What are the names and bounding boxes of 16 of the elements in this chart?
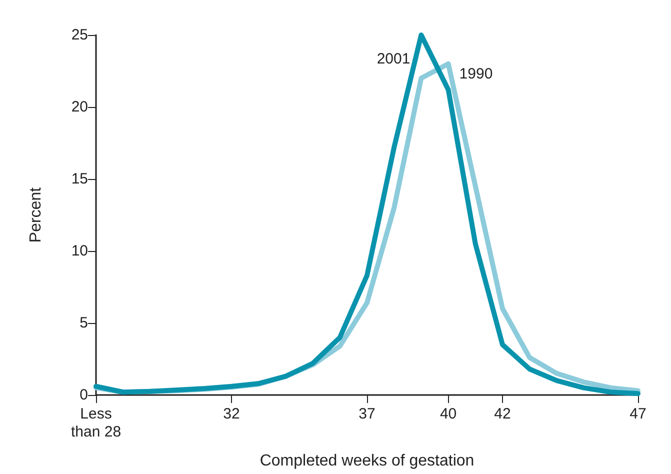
x-tick-label: 40 <box>440 406 457 422</box>
series-label: 1990 <box>459 65 493 82</box>
y-axis-title: Percent <box>28 186 44 243</box>
y-tick-label: 15 <box>71 170 88 188</box>
x-tick-label: 32 <box>223 406 240 422</box>
x-tick-label: 37 <box>358 406 376 422</box>
x-tick-label: Less than 28 <box>70 406 122 440</box>
series-label: 2001 <box>376 50 410 68</box>
x-axis-title: Completed weeks of gestation <box>260 452 474 470</box>
x-tick-label: 47 <box>630 406 646 422</box>
y-tick-label: 25 <box>71 26 88 44</box>
y-tick-label: 5 <box>80 314 88 332</box>
y-tick-label: 10 <box>71 242 88 260</box>
x-tick-label: 42 <box>494 406 511 422</box>
y-tick-label: 0 <box>80 386 88 404</box>
y-tick-label: 20 <box>71 98 88 116</box>
